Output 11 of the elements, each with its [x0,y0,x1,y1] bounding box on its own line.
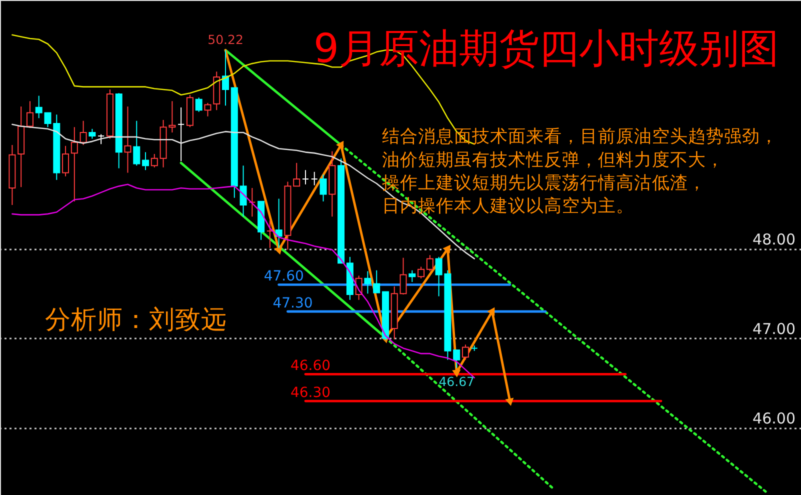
annotation: 分析师：刘致远 [45,305,227,335]
y-tick-label: 47.00 [752,320,796,338]
annotation: 油价短期虽有技术性反弹，但料力度不大， [382,150,724,170]
series-label: 47.60 [264,268,304,285]
y-tick-label: 48.00 [752,230,796,248]
series-label: 46.30 [290,385,331,402]
series-label: 47.30 [272,296,313,312]
y-tick-label: 46.00 [752,409,796,428]
series-label: 46.60 [290,358,331,374]
annotation: 46.67 [438,374,474,389]
annotation: 50.22 [208,32,244,48]
